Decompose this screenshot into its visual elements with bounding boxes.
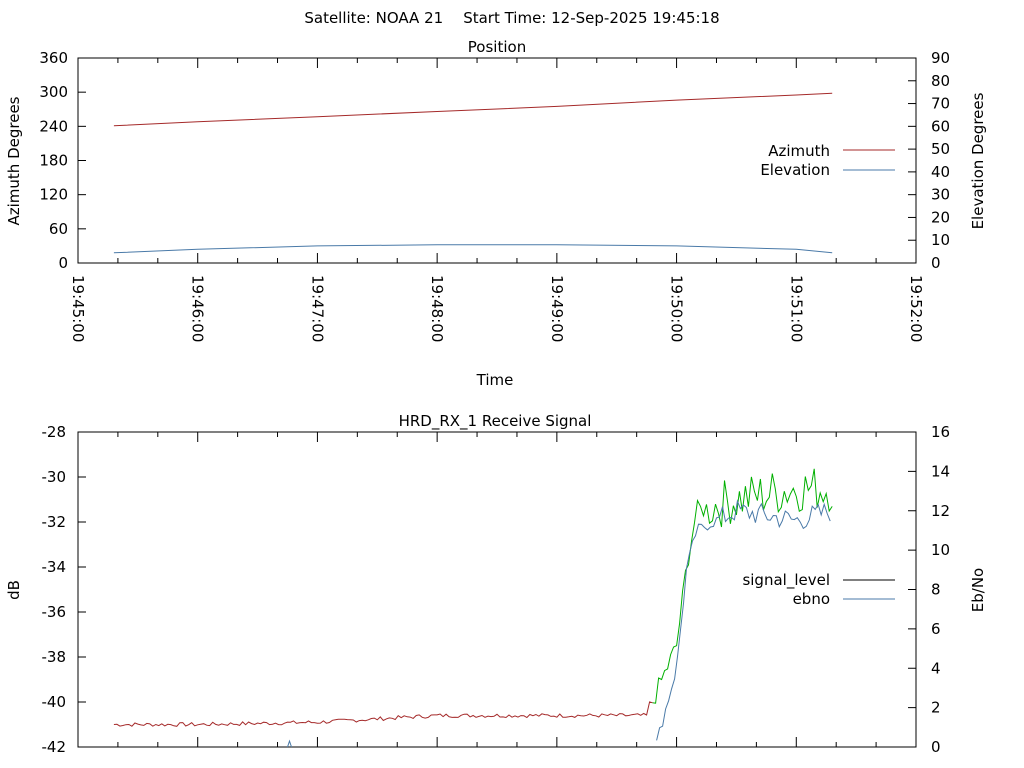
series-ebno-line: [656, 499, 831, 741]
signal-series: [113, 468, 833, 748]
series-ebno-blip: [287, 739, 292, 748]
y2-tick-label: 8: [931, 581, 941, 599]
legend-azimuth-label: Azimuth: [768, 142, 830, 160]
y-tick-label: -34: [42, 558, 67, 576]
y-tick-label: -36: [42, 603, 67, 621]
y-tick-label: 240: [39, 117, 68, 135]
x-tick-label: 19:52:00: [907, 275, 925, 342]
y-tick-label: -38: [42, 648, 67, 666]
signal-chart-title: HRD_RX_1 Receive Signal: [399, 412, 592, 431]
y2-tick-label: 2: [931, 699, 941, 717]
signal-y2-axis-label: Eb/No: [969, 568, 987, 612]
y2-tick-label: 40: [931, 163, 950, 181]
x-tick-label: 19:47:00: [308, 275, 326, 342]
y-tick-label: -42: [42, 738, 67, 756]
position-y-axis-label: Azimuth Degrees: [5, 96, 23, 225]
y2-tick-label: 0: [931, 254, 941, 272]
signal-legend: signal_level ebno: [742, 571, 895, 608]
x-tick-label: 19:45:00: [69, 275, 87, 342]
y-tick-label: 120: [39, 186, 68, 204]
legend-elevation-label: Elevation: [760, 161, 830, 179]
y-tick-label: 180: [39, 152, 68, 170]
series-signal-level-line-locked: [652, 468, 833, 704]
position-series: [113, 92, 833, 254]
legend-ebno-label: ebno: [793, 590, 830, 608]
signal-ticks: -42 -40 -38 -36 -34 -32 -30 -28 0 2 4 6 8 10 12 14 16: [42, 423, 951, 756]
signal-plot-area: [77, 431, 917, 748]
position-chart-title: Position: [468, 38, 526, 56]
y-tick-label: -32: [42, 513, 67, 531]
y2-tick-label: 60: [931, 117, 950, 135]
x-tick-label: 19:49:00: [548, 275, 566, 342]
y2-tick-label: 14: [931, 462, 950, 480]
y2-tick-label: 10: [931, 541, 950, 559]
y-tick-label: 60: [49, 220, 68, 238]
legend-signal-level-label: signal_level: [742, 571, 830, 590]
y-tick-label: 300: [39, 83, 68, 101]
x-tick-label: 19:50:00: [668, 275, 686, 342]
y2-tick-label: 10: [931, 231, 950, 249]
series-azimuth-line: [113, 92, 833, 127]
position-y2-axis-label: Elevation Degrees: [969, 92, 987, 229]
y-tick-label: -28: [42, 423, 67, 441]
y2-tick-label: 16: [931, 423, 950, 441]
series-signal-level-line: [113, 701, 653, 727]
y2-tick-label: 6: [931, 620, 941, 638]
y2-tick-label: 70: [931, 95, 950, 113]
y2-tick-label: 20: [931, 208, 950, 226]
y2-tick-label: 50: [931, 140, 950, 158]
y2-tick-label: 12: [931, 502, 950, 520]
series-elevation-line: [113, 244, 833, 254]
y2-tick-label: 0: [931, 738, 941, 756]
y-tick-label: -30: [42, 468, 67, 486]
y2-tick-label: 90: [931, 49, 950, 67]
x-tick-label: 19:46:00: [189, 275, 207, 342]
y2-tick-label: 80: [931, 72, 950, 90]
figure-title: Satellite: NOAA 21 Start Time: 12-Sep-202…: [304, 9, 719, 27]
signal-chart: HRD_RX_1 Receive Signal -42-40-38-36-34-…: [5, 412, 987, 756]
y2-tick-label: 30: [931, 186, 950, 204]
position-x-axis-label: Time: [476, 371, 514, 389]
y-tick-label: 0: [58, 254, 68, 272]
position-legend: Azimuth Elevation: [760, 142, 895, 179]
signal-y-axis-label: dB: [5, 580, 23, 600]
x-tick-label: 19:51:00: [787, 275, 805, 342]
y-tick-label: 360: [39, 49, 68, 67]
y2-tick-label: 4: [931, 659, 941, 677]
y-tick-label: -40: [42, 693, 67, 711]
position-ticks: 0 60 120 180 240 300 360 0 10 20 30 40 50 60 70 80 90 19:…: [39, 49, 950, 342]
x-tick-label: 19:48:00: [428, 275, 446, 342]
position-chart: Position 0 60 120 180 240 300 360 0 10 20 30 40 50 60…: [5, 38, 987, 389]
